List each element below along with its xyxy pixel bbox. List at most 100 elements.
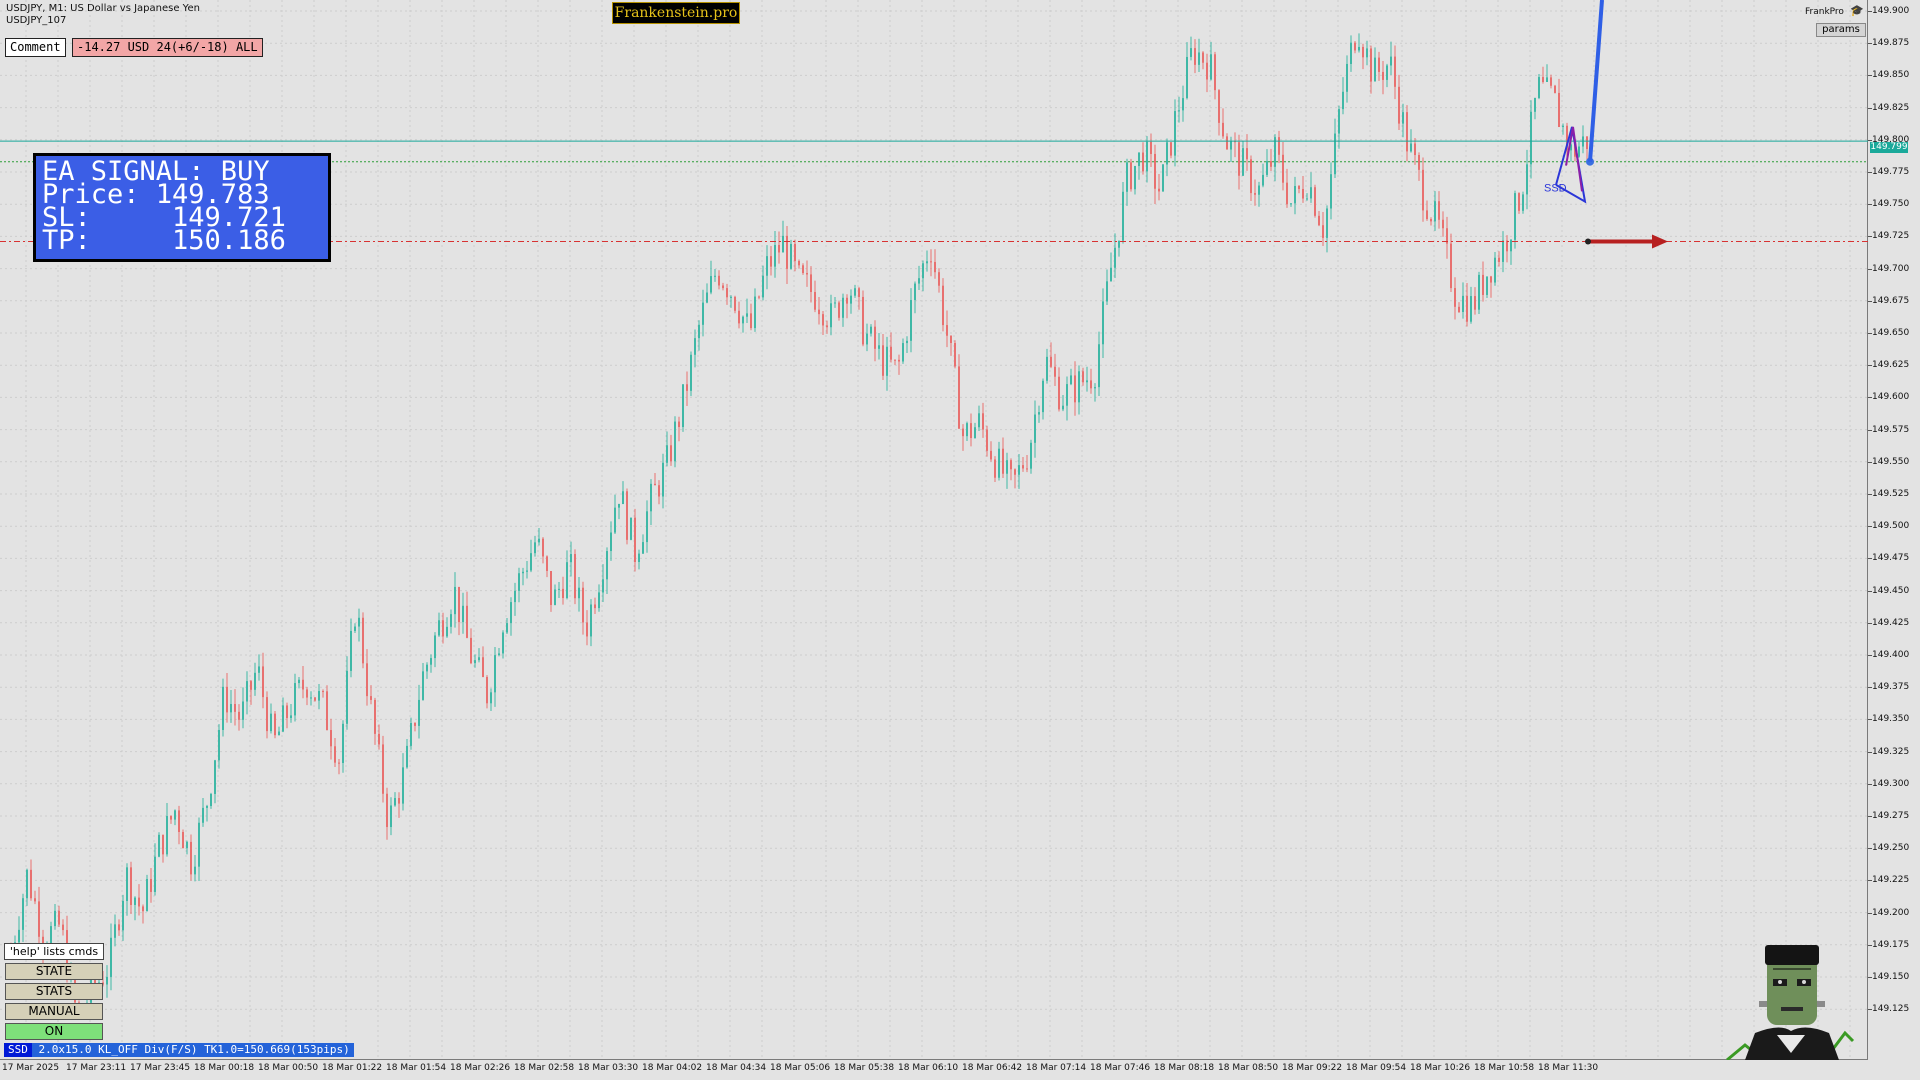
candle-body: [286, 705, 288, 719]
candle-body: [1202, 52, 1204, 63]
candle-body: [122, 900, 124, 931]
candle-body: [1234, 141, 1236, 143]
candle-body: [218, 729, 220, 761]
candle-body: [1186, 56, 1188, 99]
state-button[interactable]: STATE: [5, 963, 103, 980]
candle-body: [694, 338, 696, 355]
candle-body: [778, 245, 780, 253]
candle-body: [334, 746, 336, 763]
candle-body: [402, 767, 404, 804]
candle-body: [1158, 188, 1160, 192]
candle-body: [166, 816, 168, 855]
candle-body: [1474, 296, 1476, 310]
price-axis[interactable]: 149.900 149.875 149.850 149.825 149.800 149.7…: [1868, 0, 1920, 1060]
candle-body: [350, 630, 352, 671]
candle-body: [158, 834, 160, 857]
params-button[interactable]: params: [1816, 23, 1866, 37]
stats-button[interactable]: STATS: [5, 983, 103, 1000]
status-bar: SSD 2.0x15.0 KL_OFF Div(F/S) TK1.0=150.6…: [4, 1043, 354, 1057]
x-tick-label: 18 Mar 10:26: [1410, 1063, 1471, 1073]
candle-body: [434, 635, 436, 659]
candle-body: [394, 798, 396, 806]
candle-body: [130, 867, 132, 905]
candle-body: [1414, 143, 1416, 156]
graduation-cap-icon[interactable]: 🎓: [1850, 4, 1864, 17]
candle-body: [134, 897, 136, 905]
candle-body: [26, 869, 28, 899]
candle-body: [1430, 219, 1432, 222]
candle-body: [466, 605, 468, 638]
candle-body: [902, 343, 904, 362]
candle-body: [406, 745, 408, 768]
candle-body: [30, 869, 32, 899]
x-tick-label: 18 Mar 04:34: [706, 1063, 767, 1073]
candle-body: [606, 551, 608, 580]
on-toggle-button[interactable]: ON: [5, 1023, 103, 1040]
candle-body: [670, 445, 672, 462]
y-tick: [1868, 590, 1872, 592]
candle-body: [1118, 240, 1120, 248]
candle-body: [1066, 384, 1068, 406]
y-tick-label: 149.225: [1872, 875, 1910, 886]
symbol-suffix: USDJPY_107: [6, 15, 67, 26]
candle-body: [1102, 301, 1104, 345]
candle-body: [230, 704, 232, 713]
y-tick: [1868, 75, 1872, 77]
y-tick-label: 149.600: [1872, 392, 1910, 403]
candle-body: [806, 273, 808, 275]
price-chart[interactable]: SSD: [0, 0, 1868, 1060]
candle-body: [1162, 164, 1164, 192]
signal-price: Price: 149.783: [42, 179, 270, 210]
candle-body: [1246, 148, 1248, 160]
candle-body: [426, 664, 428, 672]
candle-body: [1362, 46, 1364, 58]
y-tick: [1868, 912, 1872, 914]
candle-body: [910, 300, 912, 341]
candle-body: [306, 689, 308, 698]
brand-badge[interactable]: Frankenstein.pro: [612, 2, 740, 24]
time-axis[interactable]: 17 Mar 2025 17 Mar 23:11 17 Mar 23:45 18 Ma…: [0, 1060, 1868, 1080]
y-tick: [1868, 461, 1872, 463]
candle-body: [1078, 371, 1080, 403]
candle-body: [410, 722, 412, 746]
candle-body: [1394, 56, 1396, 87]
candle-body: [658, 485, 660, 497]
candle-body: [310, 697, 312, 699]
candle-body: [698, 324, 700, 339]
x-tick-label: 17 Mar 23:11: [66, 1063, 127, 1073]
candle-body: [850, 295, 852, 304]
candle-body: [1334, 133, 1336, 175]
y-tick-label: 149.875: [1872, 38, 1910, 49]
y-tick: [1868, 751, 1872, 753]
candle-body: [462, 605, 464, 623]
candle-body: [1518, 193, 1520, 211]
candle-body: [574, 554, 576, 599]
candle-body: [1054, 366, 1056, 377]
candle-body: [1446, 228, 1448, 244]
candle-body: [450, 614, 452, 627]
y-tick: [1868, 719, 1872, 721]
candle-body: [890, 346, 892, 360]
candle-body: [1074, 375, 1076, 403]
candle-body: [1330, 174, 1332, 209]
y-tick-label: 149.800: [1872, 134, 1910, 145]
x-tick-label: 17 Mar 23:45: [130, 1063, 191, 1073]
candle-body: [754, 296, 756, 329]
candle-body: [354, 626, 356, 631]
candle-body: [206, 806, 208, 808]
candle-body: [582, 587, 584, 623]
candle-body: [1526, 164, 1528, 195]
candle-body: [366, 663, 368, 697]
candle-body: [1510, 239, 1512, 252]
y-tick-label: 149.300: [1872, 778, 1910, 789]
y-tick-label: 149.350: [1872, 714, 1910, 725]
candle-body: [478, 657, 480, 661]
candle-body: [638, 553, 640, 562]
candle-body: [198, 822, 200, 867]
candle-body: [1014, 469, 1016, 475]
candle-body: [1174, 111, 1176, 156]
candle-body: [954, 342, 956, 367]
candle-body: [990, 450, 992, 460]
candle-body: [174, 810, 176, 820]
manual-button[interactable]: MANUAL: [5, 1003, 103, 1020]
